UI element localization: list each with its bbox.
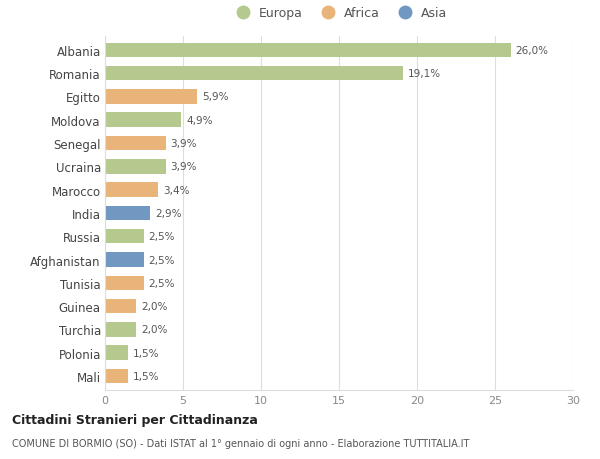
- Bar: [105, 253, 144, 267]
- Text: 2,5%: 2,5%: [149, 255, 175, 265]
- Text: 2,0%: 2,0%: [141, 325, 167, 335]
- Bar: [105, 369, 128, 383]
- Text: 19,1%: 19,1%: [407, 69, 441, 79]
- Text: 1,5%: 1,5%: [133, 371, 160, 381]
- Text: Cittadini Stranieri per Cittadinanza: Cittadini Stranieri per Cittadinanza: [12, 413, 258, 426]
- Bar: [105, 160, 166, 174]
- Bar: [105, 183, 158, 197]
- Text: 4,9%: 4,9%: [186, 115, 212, 125]
- Text: 26,0%: 26,0%: [515, 46, 548, 56]
- Bar: [105, 136, 166, 151]
- Bar: [105, 90, 197, 104]
- Bar: [105, 323, 136, 337]
- Text: 3,4%: 3,4%: [163, 185, 189, 195]
- Bar: [105, 113, 181, 128]
- Text: 5,9%: 5,9%: [202, 92, 228, 102]
- Text: 3,9%: 3,9%: [170, 139, 197, 149]
- Text: 3,9%: 3,9%: [170, 162, 197, 172]
- Bar: [105, 67, 403, 81]
- Bar: [105, 230, 144, 244]
- Text: COMUNE DI BORMIO (SO) - Dati ISTAT al 1° gennaio di ogni anno - Elaborazione TUT: COMUNE DI BORMIO (SO) - Dati ISTAT al 1°…: [12, 438, 469, 448]
- Text: 2,0%: 2,0%: [141, 302, 167, 312]
- Text: 2,5%: 2,5%: [149, 278, 175, 288]
- Bar: [105, 206, 150, 221]
- Bar: [105, 276, 144, 291]
- Legend: Europa, Africa, Asia: Europa, Africa, Asia: [226, 2, 452, 25]
- Bar: [105, 44, 511, 58]
- Bar: [105, 299, 136, 313]
- Text: 2,9%: 2,9%: [155, 208, 181, 218]
- Bar: [105, 346, 128, 360]
- Text: 1,5%: 1,5%: [133, 348, 160, 358]
- Text: 2,5%: 2,5%: [149, 232, 175, 242]
